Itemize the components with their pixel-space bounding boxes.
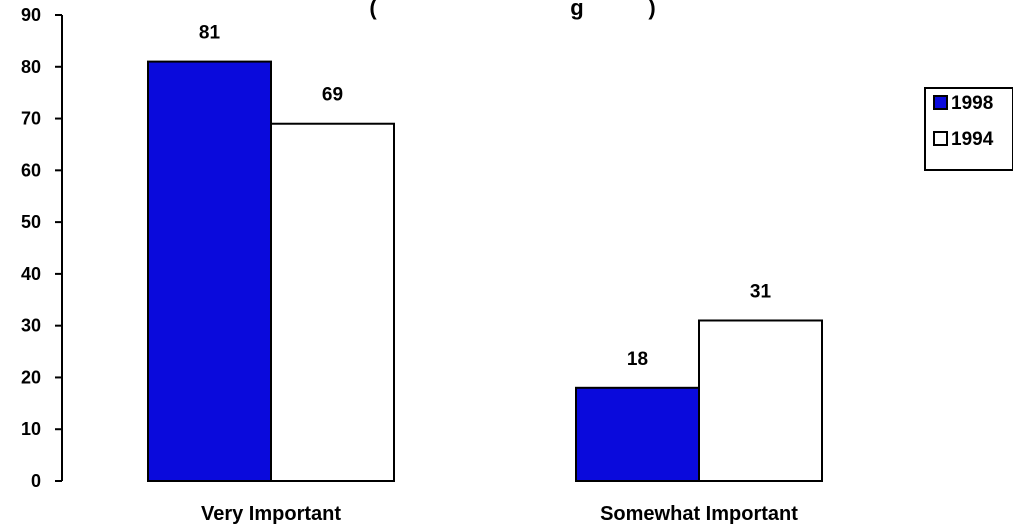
y-tick-label: 90 — [21, 5, 41, 25]
data-label: 69 — [322, 85, 343, 106]
y-tick-label: 60 — [21, 160, 41, 180]
x-axis-labels: Very Important Somewhat Important — [201, 503, 798, 525]
y-tick-label: 0 — [31, 471, 41, 491]
bar — [575, 386, 700, 482]
bars: 81 69 18 31 — [147, 23, 823, 482]
bar — [147, 60, 272, 482]
data-label: 81 — [199, 23, 221, 44]
y-tick-label: 70 — [21, 109, 41, 129]
y-tick-label: 20 — [21, 367, 41, 387]
chart-title-tail: g — [570, 0, 583, 20]
bar — [270, 122, 395, 482]
y-tick-label: 40 — [21, 264, 41, 284]
y-tick-label: 80 — [21, 57, 41, 77]
chart-title-open: ( — [369, 0, 377, 20]
bar — [698, 319, 823, 482]
x-tick-label: Very Important — [201, 503, 341, 525]
y-tick-label: 10 — [21, 419, 41, 439]
legend-label: 1994 — [951, 129, 994, 150]
chart-title-close: ) — [648, 0, 655, 20]
legend-label: 1998 — [951, 93, 993, 114]
y-axis: 0 10 20 30 40 50 60 70 80 90 — [21, 5, 63, 491]
legend-swatch — [933, 131, 948, 146]
chart-title: ( g ) — [369, 0, 655, 20]
y-tick-label: 50 — [21, 212, 41, 232]
data-label: 18 — [627, 349, 648, 370]
y-tick-label: 30 — [21, 316, 41, 336]
x-tick-label: Somewhat Important — [600, 503, 798, 525]
legend: 1998 1994 — [924, 87, 1013, 171]
legend-swatch — [933, 95, 948, 110]
data-label: 31 — [750, 281, 772, 302]
